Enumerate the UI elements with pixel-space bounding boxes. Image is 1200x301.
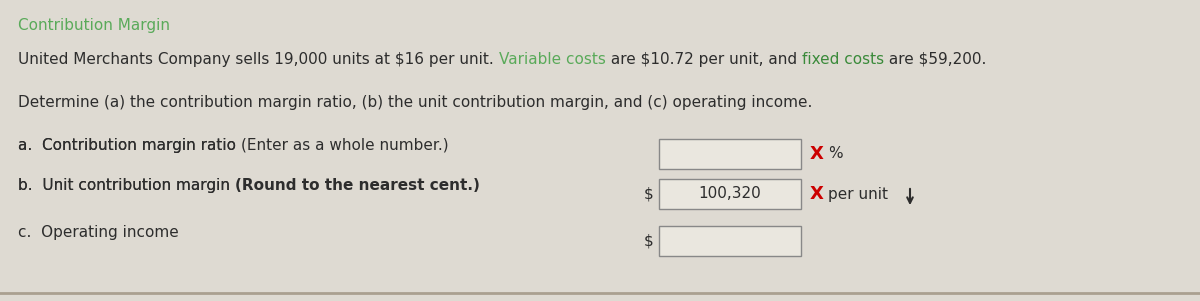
FancyBboxPatch shape (659, 226, 802, 256)
FancyBboxPatch shape (659, 139, 802, 169)
Text: 100,320: 100,320 (698, 187, 761, 201)
Text: a.  Contribution margin ratio: a. Contribution margin ratio (18, 138, 241, 153)
Text: X: X (810, 185, 824, 203)
Text: Determine (a) the contribution margin ratio, (b) the unit contribution margin, a: Determine (a) the contribution margin ra… (18, 95, 812, 110)
Text: $: $ (644, 234, 654, 249)
Text: X: X (810, 145, 824, 163)
Text: (Round to the nearest cent.): (Round to the nearest cent.) (235, 178, 480, 193)
Text: b.  Unit contribution margin: b. Unit contribution margin (18, 178, 235, 193)
Text: b.  Unit contribution margin: b. Unit contribution margin (18, 178, 235, 193)
Text: per unit: per unit (828, 187, 888, 201)
Text: c.  Operating income: c. Operating income (18, 225, 179, 240)
FancyBboxPatch shape (659, 179, 802, 209)
Text: fixed costs: fixed costs (802, 52, 883, 67)
Text: United Merchants Company sells 19,000 units at $16 per unit.: United Merchants Company sells 19,000 un… (18, 52, 499, 67)
Text: are $10.72 per unit, and: are $10.72 per unit, and (606, 52, 802, 67)
Text: Contribution Margin: Contribution Margin (18, 18, 170, 33)
Text: $: $ (644, 187, 654, 201)
Text: Variable costs: Variable costs (499, 52, 606, 67)
Text: (Enter as a whole number.): (Enter as a whole number.) (241, 138, 449, 153)
Text: are $59,200.: are $59,200. (883, 52, 986, 67)
Text: %: % (828, 147, 842, 162)
Text: a.  Contribution margin ratio: a. Contribution margin ratio (18, 138, 241, 153)
